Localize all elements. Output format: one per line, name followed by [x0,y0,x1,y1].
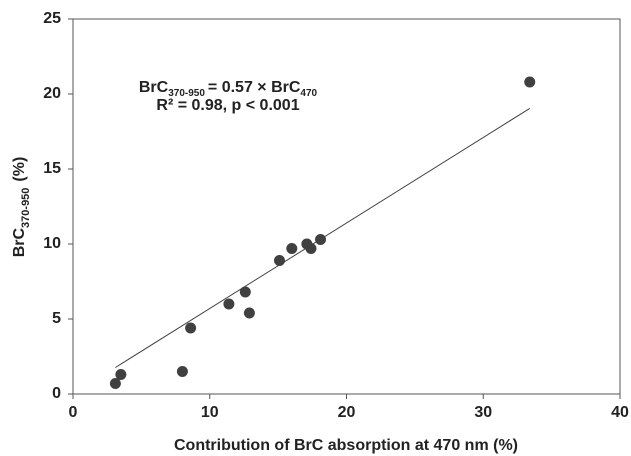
point [305,243,317,254]
point [286,243,298,254]
annotation-sub: 470 [300,88,317,99]
y-tick-label: 25 [43,10,61,27]
y-label-main: BrC [11,228,28,258]
annotation-part: BrC [139,79,169,96]
point [115,369,127,380]
x-tick-label: 40 [611,404,629,421]
y-label-sub: 370-950 [20,188,32,228]
x-tick-label: 10 [201,404,219,421]
point [315,234,327,245]
x-tick-label: 20 [338,404,356,421]
annotation-line1: BrC370-950 = 0.57 × BrC470 [139,79,318,99]
point [239,286,251,298]
point [176,366,188,377]
annotation-line2: R² = 0.98, p < 0.001 [156,97,299,114]
point [223,298,235,310]
y-label-unit: (%) [11,157,28,182]
y-axis-label: BrC370-950 (%) [11,157,32,258]
point [243,307,255,319]
point [273,255,285,266]
annotation-sub: 370-950 [168,88,205,99]
annotation-part: = 0.57 × BrC [208,79,301,96]
y-tick-label: 5 [52,310,61,327]
y-tick-label: 15 [43,160,61,177]
x-tick-label: 0 [69,404,78,421]
point [109,378,121,389]
x-axis-label: Contribution of BrC absorption at 470 nm… [174,437,518,454]
point [185,322,197,334]
y-tick-label: 0 [52,385,61,402]
y-tick-label: 20 [43,85,61,102]
point [524,76,536,88]
y-tick-label: 10 [43,235,61,252]
plot-frame [72,18,621,395]
x-tick-label: 30 [474,404,492,421]
